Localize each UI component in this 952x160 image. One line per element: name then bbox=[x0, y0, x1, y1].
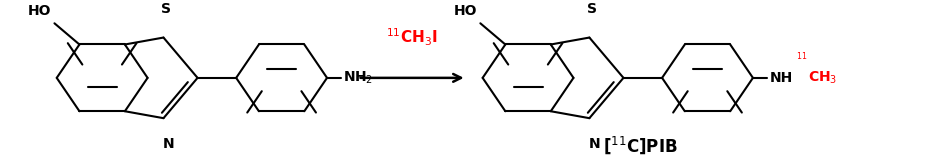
Text: HO: HO bbox=[29, 4, 51, 17]
Text: S: S bbox=[587, 2, 597, 16]
Text: N: N bbox=[163, 137, 174, 152]
Text: $^{11}$CH$_3$I: $^{11}$CH$_3$I bbox=[387, 27, 438, 48]
Text: S: S bbox=[161, 2, 171, 16]
Text: N: N bbox=[588, 137, 600, 152]
Text: [$^{11}$C]PIB: [$^{11}$C]PIB bbox=[604, 135, 678, 156]
Text: HO: HO bbox=[454, 4, 478, 17]
Text: NH: NH bbox=[769, 71, 793, 85]
Text: CH$_3$: CH$_3$ bbox=[808, 70, 838, 86]
Text: $^{11}$: $^{11}$ bbox=[796, 52, 807, 62]
Text: NH$_2$: NH$_2$ bbox=[344, 70, 374, 86]
